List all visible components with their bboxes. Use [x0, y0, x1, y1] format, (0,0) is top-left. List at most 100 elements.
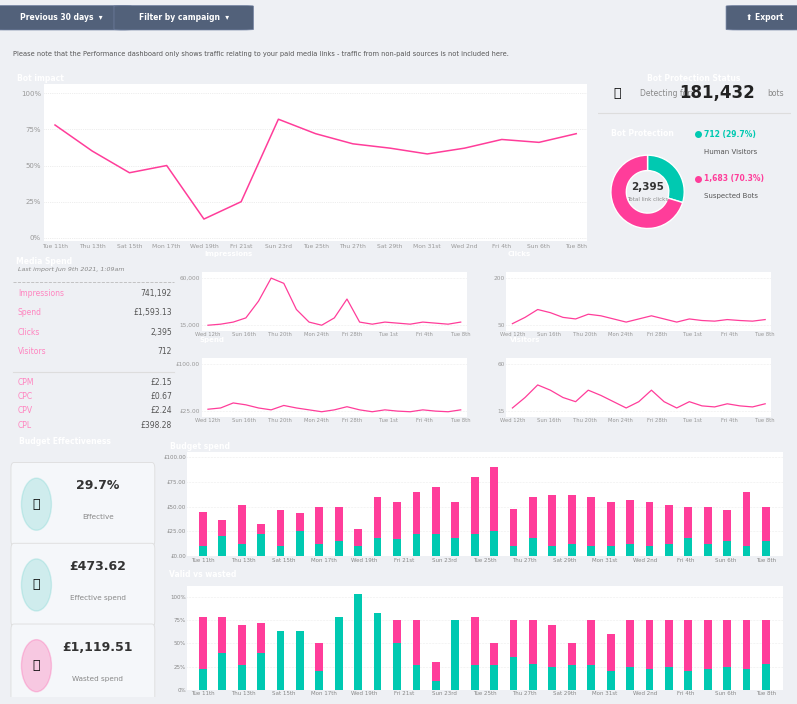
Bar [743, 670, 751, 690]
Text: Media Spend: Media Spend [16, 257, 73, 266]
Bar [646, 620, 654, 690]
Bar [199, 617, 206, 690]
Circle shape [22, 640, 52, 692]
Text: £2.24: £2.24 [151, 406, 172, 415]
Bar [607, 634, 614, 690]
Bar [296, 632, 304, 690]
Bar [626, 667, 634, 690]
Bar [723, 510, 731, 556]
Bar [548, 495, 556, 556]
Text: Visitors: Visitors [509, 337, 540, 343]
Text: £1,119.51: £1,119.51 [63, 641, 133, 654]
Bar [335, 617, 343, 690]
Bar [335, 634, 343, 690]
Text: £398.28: £398.28 [140, 420, 172, 429]
Text: bots: bots [768, 89, 784, 98]
Bar [723, 620, 731, 690]
Bar [568, 544, 575, 556]
Bar [490, 532, 498, 556]
Text: CPC: CPC [18, 392, 33, 401]
Bar [257, 534, 265, 556]
Bar [626, 500, 634, 556]
Bar [665, 620, 673, 690]
Bar [685, 539, 692, 556]
Bar [723, 541, 731, 556]
Text: Wasted spend: Wasted spend [73, 676, 124, 681]
Bar [665, 505, 673, 556]
Bar [355, 529, 362, 556]
Text: Suspected Bots: Suspected Bots [704, 194, 758, 199]
Bar [238, 544, 245, 556]
Bar [607, 672, 614, 690]
Bar [335, 507, 343, 556]
Bar [316, 643, 324, 690]
Bar [762, 541, 770, 556]
Text: 2,395: 2,395 [150, 327, 172, 337]
Bar [607, 546, 614, 556]
Bar [646, 501, 654, 556]
FancyBboxPatch shape [0, 6, 132, 30]
Bar [316, 544, 324, 556]
Text: 💳: 💳 [33, 579, 40, 591]
Text: £1,593.13: £1,593.13 [133, 308, 172, 318]
Text: 📊: 📊 [33, 498, 40, 510]
Bar [413, 491, 420, 556]
Bar [432, 662, 440, 690]
Text: Last import Jun 9th 2021, 1:09am: Last import Jun 9th 2021, 1:09am [18, 267, 124, 272]
Bar [277, 510, 285, 556]
Bar [626, 620, 634, 690]
Bar [451, 620, 459, 690]
Bar [374, 615, 382, 690]
Bar [509, 620, 517, 690]
Bar [743, 491, 751, 556]
Text: 1,683 (70.3%): 1,683 (70.3%) [704, 174, 764, 183]
Bar [238, 505, 245, 556]
Bar [704, 544, 712, 556]
Bar [393, 620, 401, 690]
Text: Impressions: Impressions [205, 251, 253, 257]
Bar [704, 620, 712, 690]
Bar [451, 501, 459, 556]
Bar [529, 539, 537, 556]
Text: Filter by campaign  ▾: Filter by campaign ▾ [139, 13, 229, 23]
FancyBboxPatch shape [114, 6, 253, 30]
Bar [743, 546, 751, 556]
Bar [704, 507, 712, 556]
Bar [393, 539, 401, 556]
Bar [471, 534, 478, 556]
Bar [548, 625, 556, 690]
Bar [257, 653, 265, 690]
Bar [471, 477, 478, 556]
Bar [723, 667, 731, 690]
Bar [393, 501, 401, 556]
Text: Valid vs wasted: Valid vs wasted [169, 570, 236, 579]
Bar [432, 486, 440, 556]
Text: Total link clicks: Total link clicks [627, 197, 668, 203]
Text: Bot impact: Bot impact [17, 74, 64, 83]
Bar [413, 620, 420, 690]
Bar [374, 539, 382, 556]
Bar [238, 665, 245, 690]
FancyBboxPatch shape [11, 624, 155, 704]
Text: 181,432: 181,432 [680, 84, 756, 102]
Bar [685, 672, 692, 690]
Text: CPL: CPL [18, 420, 32, 429]
Text: Previous 30 days  ▾: Previous 30 days ▾ [21, 13, 103, 23]
Bar [316, 672, 324, 690]
Bar [529, 664, 537, 690]
Bar [685, 507, 692, 556]
Bar [355, 594, 362, 690]
Bar [607, 501, 614, 556]
Bar [199, 513, 206, 556]
Bar [374, 496, 382, 556]
Text: Impressions: Impressions [18, 289, 64, 298]
Bar [218, 653, 226, 690]
Bar [568, 643, 575, 690]
Bar [665, 667, 673, 690]
Bar [762, 507, 770, 556]
Wedge shape [611, 155, 683, 229]
Bar [587, 620, 595, 690]
Text: Spend: Spend [199, 337, 225, 343]
Bar [296, 513, 304, 556]
Bar [277, 546, 285, 556]
